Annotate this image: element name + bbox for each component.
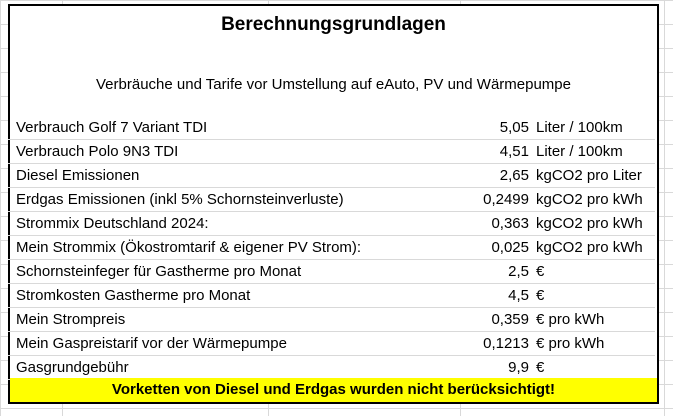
calculation-table: Berechnungsgrundlagen Verbräuche und Tar… (8, 4, 659, 404)
table-row: Verbrauch Golf 7 Variant TDI 5,05 Liter / … (8, 116, 655, 140)
row-value-cell[interactable]: 9,9 (508, 359, 529, 376)
table-row: Mein Strommix (Ökostromtarif & eigener P… (8, 236, 655, 260)
row-unit-cell[interactable]: € pro kWh (536, 311, 605, 328)
table-row: Verbrauch Polo 9N3 TDI 4,51 Liter / 100km (8, 140, 655, 164)
row-label-cell[interactable]: Diesel Emissionen (16, 167, 140, 184)
sheet-subtitle[interactable]: Verbräuche und Tarife vor Umstellung auf… (96, 76, 571, 93)
row-unit-cell[interactable]: € (536, 263, 545, 280)
row-unit-cell[interactable]: kgCO2 pro Liter (536, 167, 642, 184)
footer-note[interactable]: Vorketten von Diesel und Erdgas wurden n… (10, 378, 657, 402)
row-value-cell[interactable]: 0,025 (491, 239, 529, 256)
grid-column-line (664, 0, 665, 416)
row-label-cell[interactable]: Strommix Deutschland 2024: (16, 215, 209, 232)
row-value-cell[interactable]: 0,359 (491, 311, 529, 328)
row-value-cell[interactable]: 2,5 (508, 263, 529, 280)
row-label-cell[interactable]: Mein Strommix (Ökostromtarif & eigener P… (16, 239, 362, 256)
table-row: Mein Gaspreistarif vor der Wärmepumpe 0,1… (8, 332, 655, 356)
row-unit-cell[interactable]: € (536, 359, 545, 376)
row-value-cell[interactable]: 4,51 (499, 143, 529, 160)
table-row: Stromkosten Gastherme pro Monat 4,5 € (8, 284, 655, 308)
table-row: Strommix Deutschland 2024: 0,363 kgCO2 pro… (8, 212, 655, 236)
row-label-cell[interactable]: Schornsteinfeger für Gastherme pro Monat (16, 263, 302, 280)
row-unit-cell[interactable]: € (536, 287, 545, 304)
row-label-cell[interactable]: Stromkosten Gastherme pro Monat (16, 287, 251, 304)
row-label-cell[interactable]: Mein Gaspreistarif vor der Wärmepumpe (16, 335, 287, 352)
sheet-title[interactable]: Berechnungsgrundlagen (221, 14, 446, 35)
row-unit-cell[interactable]: Liter / 100km (536, 143, 623, 160)
row-value-cell[interactable]: 5,05 (499, 119, 529, 136)
row-label-cell[interactable]: Gasgrundgebühr (16, 359, 129, 376)
table-row: Gasgrundgebühr 9,9 € (8, 356, 655, 380)
row-unit-cell[interactable]: € pro kWh (536, 335, 605, 352)
row-value-cell[interactable]: 4,5 (508, 287, 529, 304)
row-unit-cell[interactable]: kgCO2 pro kWh (536, 215, 643, 232)
row-value-cell[interactable]: 0,1213 (483, 335, 529, 352)
table-row: Mein Strompreis 0,359 € pro kWh (8, 308, 655, 332)
row-unit-cell[interactable]: kgCO2 pro kWh (536, 191, 643, 208)
table-row: Diesel Emissionen 2,65 kgCO2 pro Liter (8, 164, 655, 188)
row-unit-cell[interactable]: kgCO2 pro kWh (536, 239, 643, 256)
row-label-cell[interactable]: Mein Strompreis (16, 311, 126, 328)
row-label-cell[interactable]: Erdgas Emissionen (inkl 5% Schornsteinve… (16, 191, 344, 208)
row-label-cell[interactable]: Verbrauch Polo 9N3 TDI (16, 143, 179, 160)
row-value-cell[interactable]: 0,2499 (483, 191, 529, 208)
row-label-cell[interactable]: Verbrauch Golf 7 Variant TDI (16, 119, 208, 136)
row-value-cell[interactable]: 0,363 (491, 215, 529, 232)
table-row: Erdgas Emissionen (inkl 5% Schornsteinve… (8, 188, 655, 212)
row-value-cell[interactable]: 2,65 (499, 167, 529, 184)
table-row: Schornsteinfeger für Gastherme pro Monat… (8, 260, 655, 284)
row-unit-cell[interactable]: Liter / 100km (536, 119, 623, 136)
